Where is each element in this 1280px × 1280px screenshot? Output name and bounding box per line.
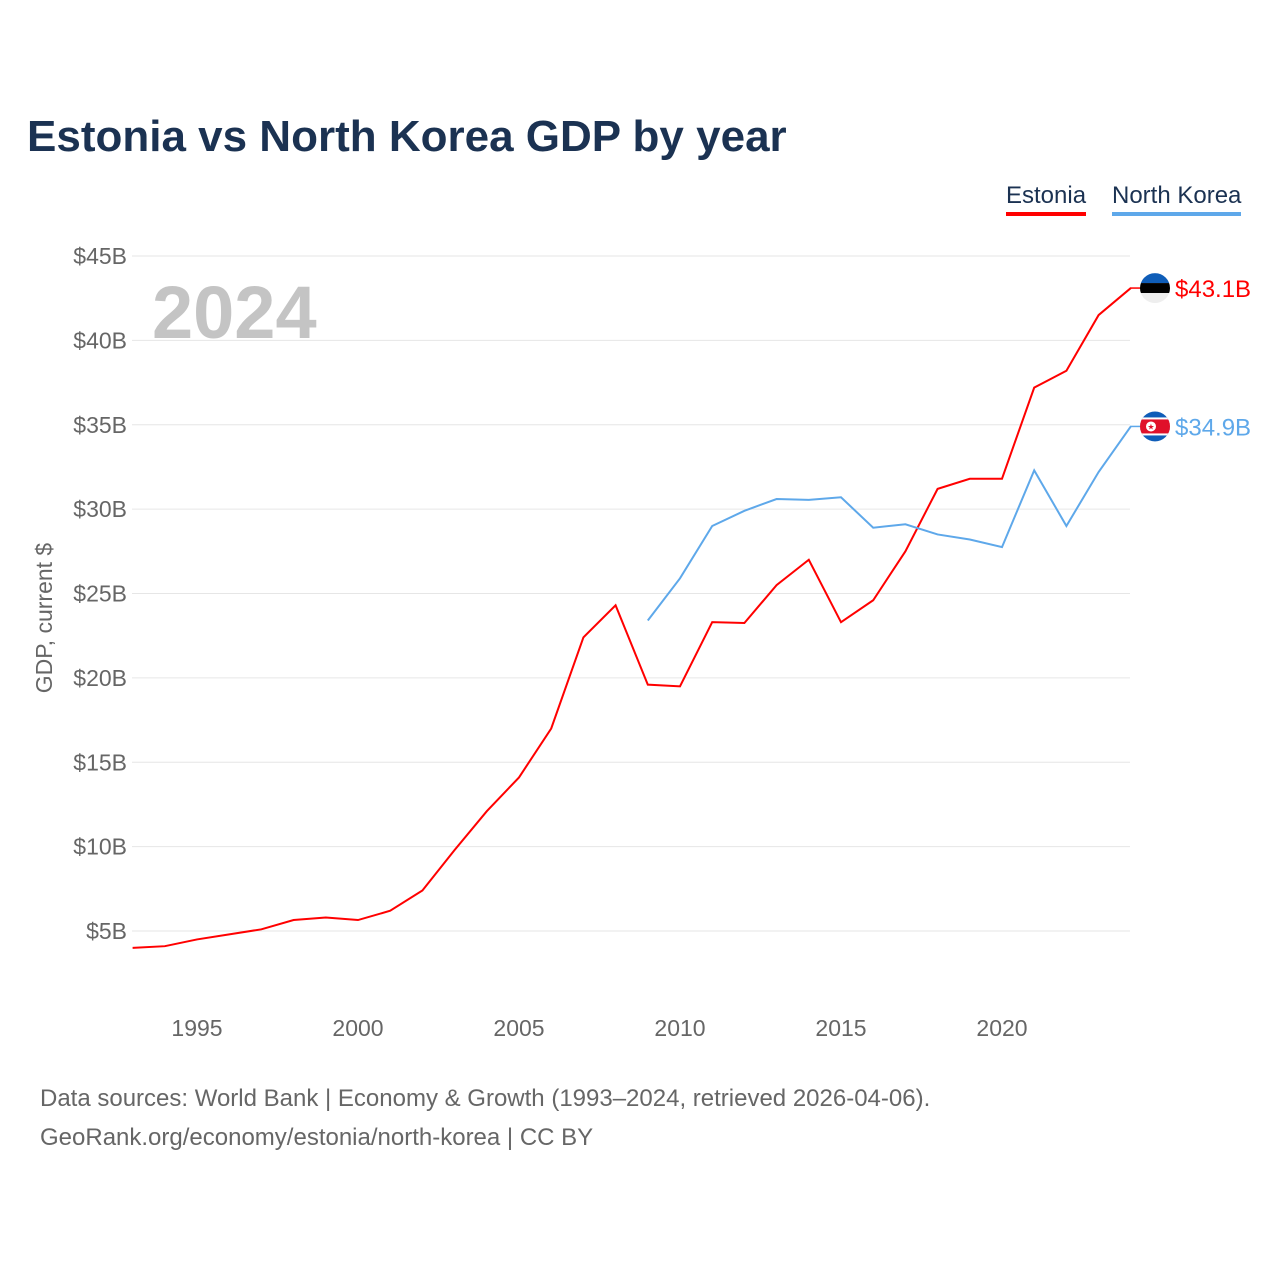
y-axis-label: GDP, current $ — [31, 543, 57, 694]
end-value-label: $34.9B — [1175, 414, 1251, 441]
y-tick-label: $20B — [73, 665, 127, 691]
chart-title: Estonia vs North Korea GDP by year — [27, 112, 787, 161]
x-tick-label: 2015 — [815, 1015, 866, 1041]
end-value-label: $43.1B — [1175, 276, 1251, 303]
series-line-north-korea — [647, 425, 1132, 622]
x-tick-label: 2005 — [493, 1015, 544, 1041]
y-tick-label: $40B — [73, 327, 127, 353]
y-tick-label: $45B — [73, 243, 127, 269]
y-tick-label: $15B — [73, 749, 127, 775]
legend-estonia[interactable]: Estonia — [1006, 182, 1087, 216]
x-tick-label: 1995 — [171, 1015, 222, 1041]
svg-text:★: ★ — [1147, 422, 1154, 431]
y-tick-label: $25B — [73, 581, 127, 607]
y-tick-label: $10B — [73, 834, 127, 860]
source-link[interactable]: GeoRank.org/economy/estonia/north-korea … — [40, 1124, 594, 1151]
source-text: Data sources: World Bank | Economy & Gro… — [40, 1085, 931, 1112]
legend-north-korea[interactable]: North Korea — [1112, 182, 1242, 216]
x-tick-label: 2020 — [976, 1015, 1027, 1041]
y-tick-label: $30B — [73, 496, 127, 522]
series-line-estonia — [132, 287, 1132, 949]
y-tick-label: $5B — [86, 918, 127, 944]
estonia-flag-icon — [1140, 273, 1170, 304]
year-label: 2024 — [152, 271, 317, 354]
x-tick-label: 2010 — [654, 1015, 705, 1041]
y-tick-label: $35B — [73, 412, 127, 438]
x-tick-label: 2000 — [332, 1015, 383, 1041]
north-korea-flag-icon: ★ — [1140, 411, 1170, 442]
